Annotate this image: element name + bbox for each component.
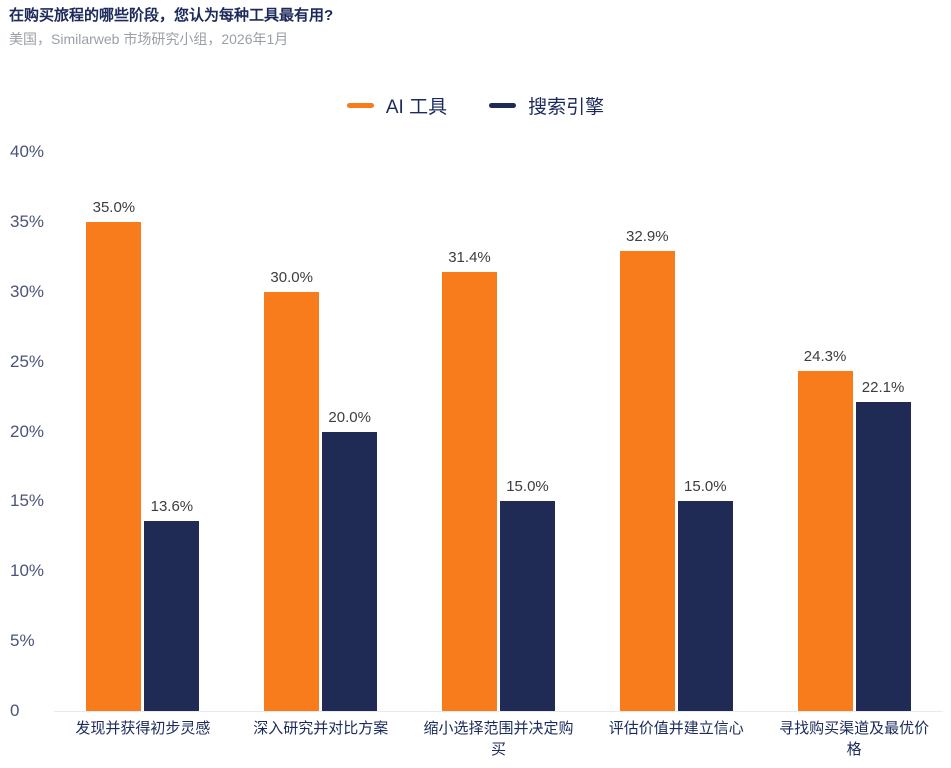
bar-value-label: 22.1% xyxy=(861,379,905,397)
ai-tools-bar: 31.4% xyxy=(441,249,497,711)
ai-tools-bar: 32.9% xyxy=(619,228,675,711)
bar-value-label: 30.0% xyxy=(270,268,313,286)
y-axis-tick: 0 xyxy=(10,701,20,720)
legend-label: 搜索引擎 xyxy=(528,97,605,118)
bar-group: 31.4% 15.0% xyxy=(410,152,588,711)
y-axis-tick: 30% xyxy=(10,281,45,301)
legend-swatch-icon xyxy=(346,103,374,108)
y-axis-tick: 5% xyxy=(10,631,35,651)
y-axis-tick: 40% xyxy=(10,142,45,161)
y-axis-tick: 25% xyxy=(10,351,45,371)
search-engine-bar: 20.0% xyxy=(322,409,378,711)
bar-value-label: 32.9% xyxy=(626,228,669,246)
search-engine-bar: 22.1% xyxy=(855,379,911,711)
chart-subtitle: 美国，Similarweb 市场研究小组，2026年1月 xyxy=(9,31,289,47)
x-axis: 发现并获得初步灵感 深入研究并对比方案 缩小选择范围并决定购买 评估价值并建立信心 寻找… xyxy=(54,718,943,760)
x-axis-category-label: 缩小选择范围并决定购买 xyxy=(423,720,574,758)
ai-tools-bar: 35.0% xyxy=(86,199,142,711)
x-axis-category-label: 寻找购买渠道及最优价格 xyxy=(779,720,930,758)
bar-value-label: 15.0% xyxy=(506,478,549,496)
bar-value-label: 31.4% xyxy=(448,249,491,267)
bar-value-label: 15.0% xyxy=(684,478,727,496)
y-axis-tick: 10% xyxy=(10,561,45,581)
bar-group: 35.0% 13.6% xyxy=(54,152,232,711)
x-axis-category-label: 评估价值并建立信心 xyxy=(608,720,744,737)
legend-item-search-engine[interactable]: 搜索引擎 xyxy=(489,92,604,119)
search-engine-bar: 15.0% xyxy=(677,478,733,711)
x-axis-category-label: 深入研究并对比方案 xyxy=(253,720,389,737)
bar-group: 24.3% 22.1% xyxy=(765,152,943,711)
legend-label: AI 工具 xyxy=(385,97,448,118)
page-title: 在购买旅程的哪些阶段，您认为每种工具最有用? xyxy=(9,7,334,24)
y-axis-tick: 20% xyxy=(10,421,45,441)
bar-value-label: 35.0% xyxy=(92,198,136,216)
ai-tools-bar: 30.0% xyxy=(264,269,320,711)
y-axis-tick: 35% xyxy=(10,211,45,231)
plot-area: 35.0% 13.6% 30.0% 20.0% 31.4% 15.0% 32.9% 15.0%… xyxy=(54,152,943,712)
search-engine-bar: 15.0% xyxy=(499,478,555,711)
bar-group: 30.0% 20.0% xyxy=(232,152,410,711)
search-engine-bar: 13.6% xyxy=(144,498,200,711)
bar-group: 32.9% 15.0% xyxy=(587,152,765,711)
y-axis-tick: 15% xyxy=(10,491,45,511)
ai-tools-bar: 24.3% xyxy=(797,348,853,711)
chart-legend: AI 工具 搜索引擎 xyxy=(0,92,951,119)
legend-swatch-icon xyxy=(489,103,517,108)
chart-header: 在购买旅程的哪些阶段，您认为每种工具最有用? 美国，Similarweb 市场研… xyxy=(9,6,929,48)
legend-item-ai-tools[interactable]: AI 工具 xyxy=(346,92,448,119)
bar-value-label: 13.6% xyxy=(150,497,194,515)
x-axis-category-label: 发现并获得初步灵感 xyxy=(75,720,211,737)
bar-value-label: 24.3% xyxy=(803,348,847,366)
bar-value-label: 20.0% xyxy=(328,408,371,426)
